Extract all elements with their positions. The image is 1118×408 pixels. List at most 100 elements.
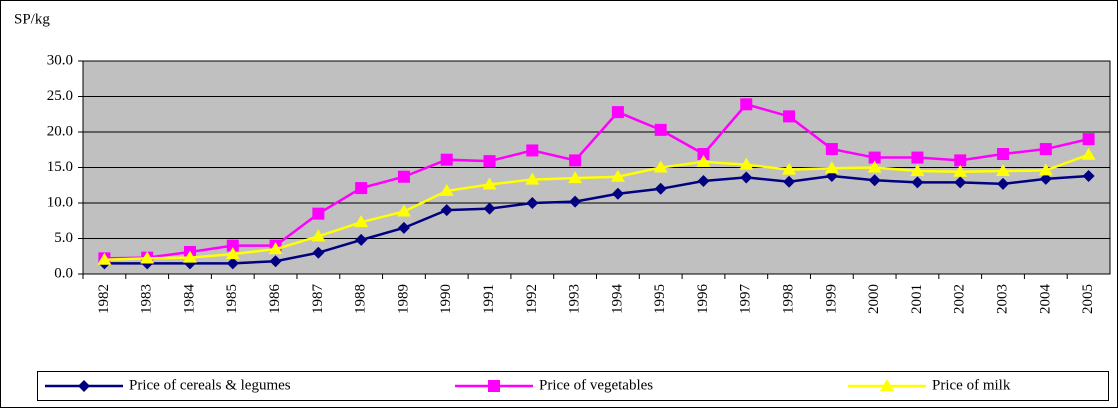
data-point <box>611 187 624 200</box>
x-tick-label: 1982 <box>96 284 112 314</box>
legend-box <box>37 371 1109 401</box>
y-tick-label: 15.0 <box>47 159 73 175</box>
legend-marker <box>488 380 500 392</box>
x-tick-label: 2003 <box>994 284 1010 314</box>
data-point <box>782 162 797 175</box>
data-point <box>697 174 710 187</box>
data-point <box>312 246 325 259</box>
x-tick-label: 2002 <box>952 284 968 314</box>
x-tick-label: 1989 <box>395 284 411 314</box>
data-point <box>697 148 710 161</box>
y-tick-label: 0.0 <box>54 265 73 281</box>
x-tick-label: 1995 <box>652 284 668 314</box>
data-point <box>910 164 925 177</box>
series-line <box>104 174 1089 265</box>
data-point <box>740 171 753 184</box>
data-point <box>1082 133 1095 146</box>
x-tick-label: 1990 <box>438 284 454 314</box>
data-point <box>568 171 583 184</box>
data-point <box>911 151 924 164</box>
data-point <box>954 154 967 167</box>
x-tick-label: 1983 <box>139 284 155 314</box>
data-point <box>569 154 582 167</box>
y-tick-label: 10.0 <box>47 194 73 210</box>
data-point <box>483 155 496 168</box>
data-point <box>355 233 368 246</box>
data-point <box>526 144 539 157</box>
data-point <box>825 143 838 156</box>
x-tick-label: 1987 <box>310 284 326 315</box>
data-point <box>97 252 112 265</box>
x-tick-label: 1997 <box>738 284 754 315</box>
data-point <box>1039 172 1052 185</box>
x-tick-label: 1996 <box>695 284 711 315</box>
data-point <box>1081 147 1096 160</box>
data-point <box>269 255 282 268</box>
x-tick-label: 1994 <box>609 284 625 315</box>
data-point <box>1038 163 1053 176</box>
data-point <box>226 239 239 252</box>
x-tick-label: 2004 <box>1037 284 1053 315</box>
x-tick-label: 1988 <box>353 284 369 314</box>
data-point <box>355 182 368 195</box>
data-point <box>868 174 881 187</box>
data-point <box>354 215 369 228</box>
y-tick-label: 25.0 <box>47 88 73 104</box>
data-point <box>696 154 711 167</box>
x-tick-label: 1986 <box>267 284 283 315</box>
data-point <box>610 169 625 182</box>
data-point <box>1082 170 1095 183</box>
data-point <box>569 195 582 208</box>
y-axis-label: SP/kg <box>14 11 50 27</box>
data-point <box>182 250 197 263</box>
data-point <box>525 172 540 185</box>
data-point <box>397 221 410 234</box>
y-tick-label: 20.0 <box>47 123 73 139</box>
x-tick-label: 1999 <box>823 284 839 314</box>
x-tick-label: 1993 <box>567 284 583 314</box>
x-tick-label: 2005 <box>1080 284 1096 314</box>
legend-marker <box>880 379 894 391</box>
series-line <box>104 102 1089 260</box>
data-point <box>225 247 240 260</box>
data-point <box>226 257 239 270</box>
data-point <box>396 204 411 217</box>
data-point <box>482 177 497 190</box>
data-point <box>954 176 967 189</box>
data-point <box>953 164 968 177</box>
data-point <box>611 106 624 119</box>
x-tick-label: 1998 <box>781 284 797 314</box>
data-point <box>783 175 796 188</box>
data-point <box>739 157 754 170</box>
data-point <box>1039 143 1052 156</box>
x-tick-label: 1991 <box>481 284 497 314</box>
data-point <box>526 197 539 209</box>
data-point <box>654 123 667 136</box>
x-tick-label: 2000 <box>866 284 882 314</box>
legend-label: Price of vegetables <box>539 377 653 393</box>
data-point <box>439 183 454 196</box>
legend-label: Price of milk <box>932 377 1011 393</box>
data-point <box>397 170 410 183</box>
data-point <box>997 177 1010 190</box>
data-point <box>740 98 753 111</box>
data-point <box>868 151 881 164</box>
data-point <box>440 153 453 166</box>
data-point <box>783 110 796 123</box>
data-point <box>653 160 668 173</box>
data-point <box>867 160 882 173</box>
y-tick-label: 5.0 <box>54 230 73 246</box>
data-point <box>911 176 924 189</box>
data-point <box>996 164 1011 177</box>
data-point <box>312 207 325 220</box>
x-tick-label: 1984 <box>181 284 197 315</box>
data-point <box>483 202 496 215</box>
x-tick-label: 1985 <box>224 284 240 314</box>
data-point <box>268 242 283 255</box>
legend-marker <box>78 380 90 392</box>
data-point <box>140 251 155 264</box>
data-point <box>654 182 667 195</box>
data-point <box>311 229 326 242</box>
x-tick-label: 2001 <box>909 284 925 314</box>
